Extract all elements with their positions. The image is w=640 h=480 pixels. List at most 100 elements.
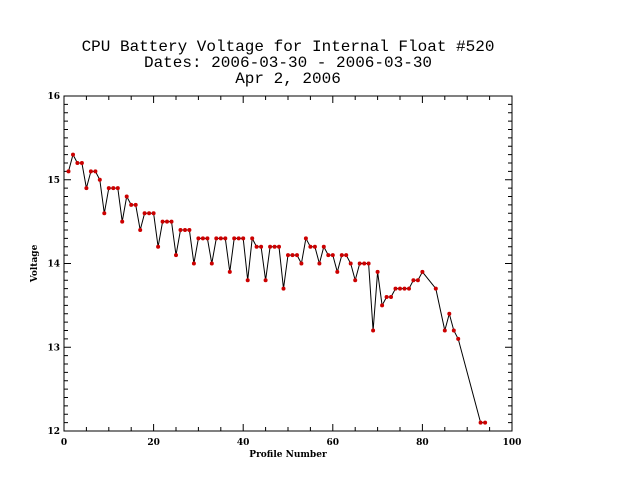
- y-tick-label: 16: [47, 92, 60, 102]
- data-point: [384, 295, 389, 299]
- data-point: [84, 186, 89, 191]
- data-point: [380, 303, 385, 308]
- data-point: [398, 286, 402, 291]
- data-point: [339, 253, 344, 258]
- data-point: [407, 286, 411, 291]
- data-point: [371, 328, 376, 333]
- data-point: [75, 161, 80, 165]
- data-point: [97, 177, 102, 182]
- data-point: [366, 261, 371, 266]
- data-point: [245, 278, 250, 283]
- x-tick-label: 20: [147, 438, 160, 448]
- data-point: [88, 169, 93, 174]
- data-point: [362, 261, 367, 266]
- data-point: [147, 211, 152, 216]
- data-point: [241, 236, 246, 241]
- data-point: [174, 253, 178, 258]
- data-point: [106, 186, 111, 191]
- data-point: [250, 236, 255, 241]
- data-point: [205, 236, 210, 241]
- x-axis-label: Profile Number: [249, 450, 327, 460]
- data-point: [115, 186, 120, 191]
- data-point: [151, 211, 156, 216]
- data-point: [348, 261, 353, 266]
- data-point: [111, 186, 116, 191]
- data-point: [218, 236, 223, 241]
- y-tick-label: 14: [47, 260, 60, 270]
- data-point: [165, 219, 169, 224]
- x-tick-label: 80: [416, 438, 429, 448]
- y-tick-label: 15: [47, 176, 60, 186]
- data-point: [138, 228, 143, 232]
- data-point: [353, 278, 358, 283]
- data-point: [160, 219, 165, 224]
- data-point: [415, 278, 420, 283]
- data-point: [71, 152, 75, 157]
- chart-title-line-3: Apr 2, 2006: [235, 70, 341, 88]
- data-point: [133, 202, 138, 207]
- data-point: [93, 169, 98, 174]
- data-point: [79, 161, 84, 165]
- data-point: [330, 253, 335, 258]
- data-point: [169, 219, 174, 224]
- chart-title-line-1: CPU Battery Voltage for Internal Float #…: [82, 38, 495, 56]
- data-point: [433, 286, 438, 291]
- data-point: [156, 244, 161, 249]
- data-point: [290, 253, 295, 258]
- data-point: [478, 420, 483, 425]
- data-point: [232, 236, 237, 241]
- series-line: [68, 153, 486, 424]
- data-point: [191, 261, 196, 266]
- chart-title-line-2: Dates: 2006-03-30 - 2006-03-30: [144, 54, 432, 72]
- data-point: [277, 244, 281, 249]
- x-tick-label: 100: [503, 438, 522, 448]
- data-point: [214, 236, 219, 241]
- data-point: [200, 236, 205, 241]
- data-point: [447, 311, 452, 316]
- data-point: [272, 244, 277, 249]
- data-point: [344, 253, 349, 258]
- x-tick-label: 60: [327, 438, 340, 448]
- data-point: [326, 253, 331, 258]
- plot-area-frame: [63, 95, 513, 432]
- data-point: [411, 278, 416, 283]
- data-markers: [66, 152, 488, 425]
- data-point: [209, 261, 214, 266]
- data-point: [66, 169, 71, 174]
- data-point: [142, 211, 147, 216]
- data-point: [393, 286, 398, 291]
- data-point: [102, 211, 107, 216]
- y-tick-label: 13: [47, 343, 60, 353]
- data-point: [178, 228, 183, 232]
- data-point: [259, 244, 264, 249]
- data-point: [286, 253, 290, 258]
- data-point: [389, 295, 393, 299]
- axis-ticks: [63, 95, 513, 432]
- data-point: [236, 236, 241, 241]
- data-point: [451, 328, 456, 333]
- data-point: [223, 236, 228, 241]
- data-point: [317, 261, 322, 266]
- data-point: [187, 228, 192, 232]
- data-point: [375, 269, 380, 274]
- tick-labels: 0 20 40 60 80 100 12 13 14 15 16: [47, 92, 521, 448]
- data-point: [357, 261, 362, 266]
- data-point: [483, 420, 488, 425]
- data-point: [124, 194, 129, 199]
- data-point: [321, 244, 326, 249]
- data-point: [312, 244, 317, 249]
- data-point: [263, 278, 268, 283]
- chart-title: CPU Battery Voltage for Internal Float #…: [82, 38, 495, 88]
- data-point: [299, 261, 304, 266]
- data-point: [420, 269, 425, 274]
- data-point: [308, 244, 313, 249]
- data-point: [120, 219, 125, 224]
- data-point: [268, 244, 273, 249]
- data-point: [295, 253, 299, 258]
- data-point: [183, 228, 187, 232]
- data-point: [129, 202, 134, 207]
- data-point: [456, 336, 461, 341]
- data-point: [335, 269, 340, 274]
- data-point: [402, 286, 407, 291]
